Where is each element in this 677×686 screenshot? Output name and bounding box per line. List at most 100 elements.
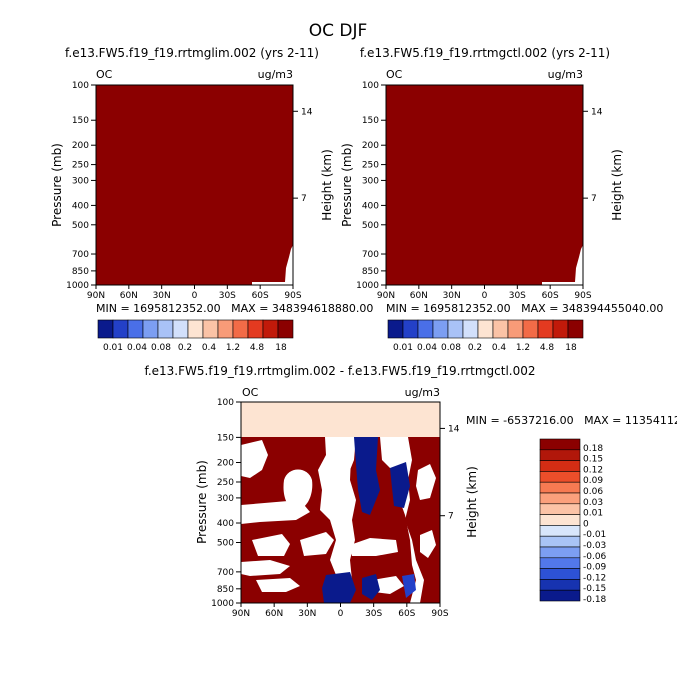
- colorbar-swatch: [187, 319, 204, 339]
- x-tick-label: 30N: [298, 609, 316, 619]
- panel-left-stats: MIN = 1695812352.00 MAX = 348394618880.0…: [96, 302, 373, 315]
- colorbar-swatch: [539, 546, 581, 559]
- colorbar-swatch: [277, 319, 294, 339]
- y-tick-label: 100: [362, 81, 379, 91]
- colorbar-swatch: [539, 492, 581, 505]
- diff-neutral-patch-6: [241, 560, 290, 576]
- colorbar-swatch: [172, 319, 189, 339]
- panel-diff-colorbar: 0.180.150.120.090.060.030.010-0.01-0.03-…: [539, 438, 607, 605]
- y-tick-label: 150: [72, 116, 89, 126]
- colorbar-label: -0.06: [583, 552, 607, 562]
- y-tick-label: 250: [217, 478, 234, 488]
- x-tick-label: 0: [338, 609, 344, 619]
- diff-negative-region-1: [354, 437, 380, 515]
- y-tick-label: 100: [217, 398, 234, 408]
- colorbar-swatch: [112, 319, 129, 339]
- diff-negative-region-3: [322, 572, 356, 603]
- panel-diff-field: [241, 402, 440, 603]
- y-tick-label: 400: [72, 201, 89, 211]
- panel-diff-y-axis: 100 150 200 250 300 400 500 700 850 1000: [211, 398, 241, 609]
- x-tick-label: 90S: [284, 291, 301, 301]
- colorbar-swatch: [387, 319, 404, 339]
- y-tick-label: 700: [362, 250, 379, 260]
- diff-neutral-patches: [241, 437, 436, 594]
- colorbar-swatch: [539, 460, 581, 472]
- colorbar-swatch: [539, 589, 581, 602]
- colorbar-swatch: [157, 319, 174, 339]
- y-tick-label: 250: [362, 161, 379, 171]
- panel-right-title: f.e13.FW5.f19_f19.rrtmgctl.002 (yrs 2-11…: [360, 46, 610, 60]
- panel-left-colorbar: 0.01 0.04 0.08 0.2 0.4 1.2 4.8 18: [97, 319, 294, 353]
- panel-diff-stats: MIN = -6537216.00 MAX = 11354112.0: [466, 414, 677, 427]
- colorbar-label: 0.04: [127, 343, 147, 353]
- colorbar-swatch: [507, 319, 524, 339]
- colorbar-label: 0.4: [492, 343, 507, 353]
- colorbar-swatch: [417, 319, 434, 339]
- x-tick-label: 30S: [365, 609, 382, 619]
- colorbar-swatch: [539, 471, 581, 483]
- colorbar-swatch: [539, 438, 581, 451]
- colorbar-swatch: [492, 319, 509, 339]
- x-tick-label: 90S: [431, 609, 448, 619]
- y2-tick-label: 14: [591, 107, 603, 117]
- x-tick-label: 60N: [265, 609, 283, 619]
- colorbar-swatch: [477, 319, 494, 339]
- panel-left-title: f.e13.FW5.f19_f19.rrtmglim.002 (yrs 2-11…: [65, 46, 319, 60]
- y2-tick-label: 14: [448, 424, 460, 434]
- y2-tick-label: 7: [448, 512, 454, 522]
- colorbar-swatch: [539, 449, 581, 461]
- colorbar-label: -0.01: [583, 530, 606, 540]
- colorbar-label: 4.8: [250, 343, 265, 353]
- x-tick-label: 60N: [410, 291, 428, 301]
- colorbar-label: -0.03: [583, 541, 606, 551]
- panel-right: f.e13.FW5.f19_f19.rrtmgctl.002 (yrs 2-11…: [340, 46, 663, 353]
- colorbar-swatch: [537, 319, 554, 339]
- diff-neutral-patch-7: [256, 578, 300, 592]
- diff-neutral-patch-10: [416, 464, 436, 500]
- colorbar-swatch: [202, 319, 219, 339]
- colorbar-label: 0.01: [583, 509, 603, 519]
- colorbar-label: 1.2: [516, 343, 530, 353]
- diff-neutral-patch-5: [300, 532, 334, 556]
- diff-neutral-patch-8: [350, 538, 398, 556]
- panel-right-y2-axis: 14 7: [583, 107, 603, 204]
- colorbar-swatch: [539, 579, 581, 591]
- colorbar-label: 0.2: [178, 343, 192, 353]
- y-tick-label: 850: [362, 267, 379, 277]
- x-tick-label: 60S: [252, 291, 269, 301]
- x-tick-label: 90N: [377, 291, 395, 301]
- panel-left-units-label: ug/m3: [258, 68, 293, 81]
- y2-tick-label: 7: [591, 194, 597, 204]
- colorbar-label: 0.4: [202, 343, 217, 353]
- figure-title: OC DJF: [309, 21, 368, 41]
- colorbar-label: 0.09: [583, 476, 603, 486]
- y-tick-label: 150: [217, 433, 234, 443]
- x-tick-label: 30S: [219, 291, 236, 301]
- panel-right-surface-mask: [542, 245, 583, 285]
- colorbar-swatch: [402, 319, 419, 339]
- y-tick-label: 300: [362, 176, 379, 186]
- x-tick-label: 90N: [232, 609, 250, 619]
- colorbar-swatch: [539, 525, 581, 537]
- panel-right-units-label: ug/m3: [548, 68, 583, 81]
- panel-diff-title: f.e13.FW5.f19_f19.rrtmglim.002 - f.e13.F…: [144, 364, 535, 378]
- panel-diff-y2label: Height (km): [465, 466, 479, 537]
- colorbar-label: 0.08: [441, 343, 461, 353]
- colorbar-swatch: [539, 557, 581, 569]
- panel-right-ylabel: Pressure (mb): [340, 143, 354, 227]
- panel-right-colorbar: 0.01 0.04 0.08 0.2 0.4 1.2 4.8 18: [387, 319, 584, 353]
- y-tick-label: 850: [72, 267, 89, 277]
- y-tick-label: 400: [362, 201, 379, 211]
- panel-left-x-axis: 90N 60N 30N 0 30S 60S 90S: [87, 285, 302, 301]
- colorbar-swatch: [142, 319, 159, 339]
- y-tick-label: 250: [72, 161, 89, 171]
- colorbar-label: 0: [583, 519, 589, 529]
- panel-left-variable-label: OC: [96, 68, 113, 81]
- colorbar-label: 4.8: [540, 343, 555, 353]
- diff-neutral-patch-3: [241, 500, 310, 524]
- panel-diff: f.e13.FW5.f19_f19.rrtmglim.002 - f.e13.F…: [144, 364, 677, 619]
- panel-left-field: [96, 85, 293, 285]
- y-tick-label: 150: [362, 116, 379, 126]
- colorbar-swatch: [432, 319, 449, 339]
- colorbar-label: 0.01: [393, 343, 413, 353]
